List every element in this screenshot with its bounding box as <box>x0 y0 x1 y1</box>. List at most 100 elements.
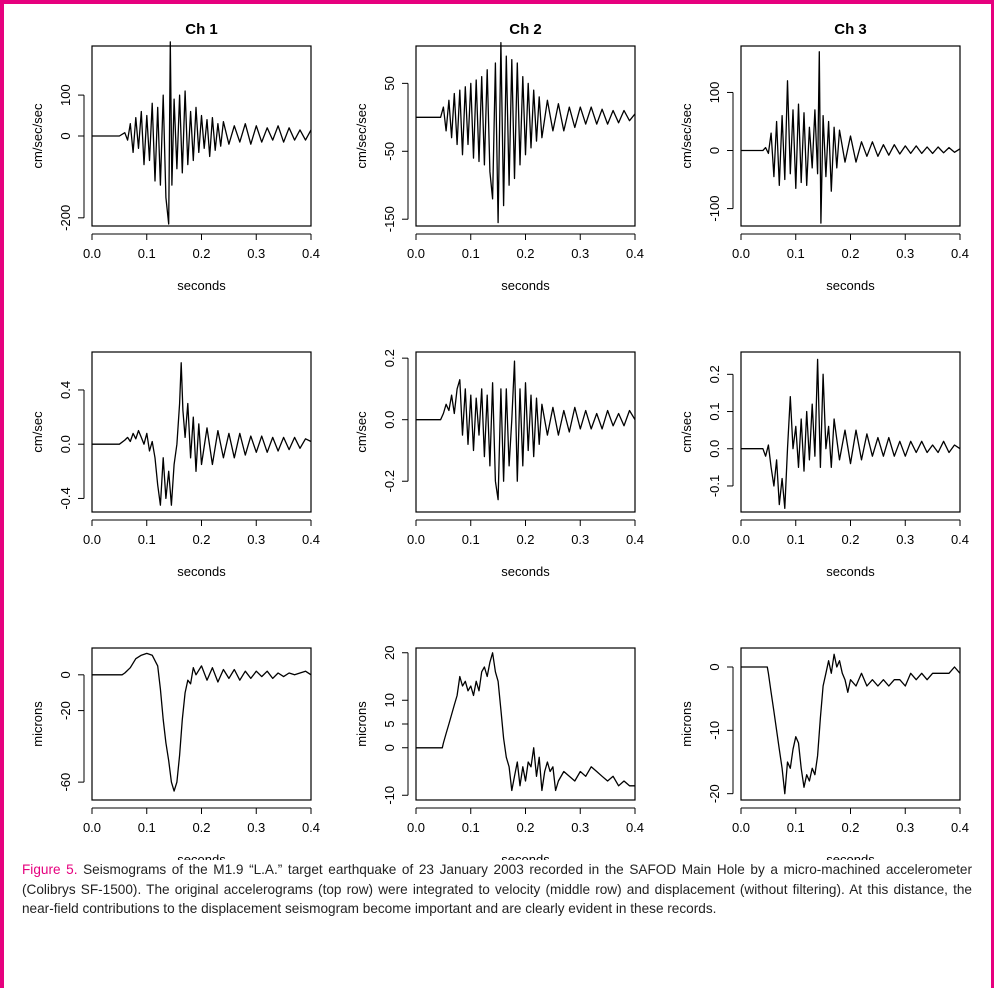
panel-r2c0: 0.0 0.1 0.2 0.3 0.4 seconds -60 -20 0 microns <box>30 648 320 860</box>
panel-r2c1: 0.0 0.1 0.2 0.3 0.4 seconds -10 0 5 10 20 microns <box>354 646 644 860</box>
x-axis-label: seconds <box>177 278 226 293</box>
x-tick-label: 0.2 <box>841 246 859 261</box>
y-tick-label: 10 <box>382 693 397 707</box>
panel-r2c2: 0.0 0.1 0.2 0.3 0.4seconds-20-100microns <box>679 648 969 860</box>
y-axis-label: microns <box>354 701 369 747</box>
figure-caption: Figure 5. Seismograms of the M1.9 “L.A.”… <box>22 860 972 919</box>
x-tick-label: 0.2 <box>192 532 210 547</box>
chart-title: Ch 3 <box>834 21 867 38</box>
y-tick-label: -60 <box>58 773 73 792</box>
y-tick-label: -20 <box>707 784 722 803</box>
y-tick-label: 0 <box>58 132 73 139</box>
plot-frame <box>416 352 635 512</box>
x-tick-label: 0.3 <box>571 820 589 835</box>
x-tick-label: 0.1 <box>787 820 805 835</box>
plot-frame <box>92 46 311 226</box>
y-tick-label: 20 <box>382 646 397 660</box>
x-tick-label: 0.3 <box>896 820 914 835</box>
panel-r1c2: 0.0 0.1 0.2 0.3 0.4seconds-0.10.00.10.2cm/se… <box>679 352 969 579</box>
x-tick-label: 0.1 <box>462 246 480 261</box>
x-axis-label: seconds <box>177 852 226 860</box>
series-trace <box>741 52 960 223</box>
x-tick-label: 0.2 <box>192 820 210 835</box>
y-tick-label: 0 <box>58 671 73 678</box>
plot-frame <box>741 648 960 800</box>
y-tick-label: 50 <box>382 76 397 90</box>
x-tick-label: 0.3 <box>571 532 589 547</box>
x-tick-label: 0.1 <box>787 246 805 261</box>
x-tick-label: 0.0 <box>407 532 425 547</box>
x-tick-label: 0.4 <box>951 246 969 261</box>
series-trace <box>416 43 635 223</box>
x-tick-label: 0.3 <box>571 246 589 261</box>
x-tick-label: 0.4 <box>626 820 644 835</box>
x-tick-label: 0.0 <box>407 820 425 835</box>
x-axis-label: seconds <box>826 564 875 579</box>
series-trace <box>92 363 311 505</box>
y-tick-label: 0 <box>382 744 397 751</box>
y-tick-label: -0.1 <box>707 475 722 497</box>
y-tick-label: 0.1 <box>707 402 722 420</box>
y-tick-label: -0.2 <box>382 470 397 492</box>
x-tick-label: 0.4 <box>626 532 644 547</box>
x-tick-label: 0.4 <box>302 246 320 261</box>
y-tick-label: 0.2 <box>707 365 722 383</box>
x-tick-label: 0.0 <box>732 820 750 835</box>
x-tick-label: 0.4 <box>626 246 644 261</box>
x-tick-label: 0.0 <box>83 532 101 547</box>
y-axis-label: cm/sec <box>354 411 369 453</box>
panel-r1c0: 0.0 0.1 0.2 0.3 0.4seconds-0.40.00.4cm/sec <box>30 352 320 579</box>
x-axis-label: seconds <box>826 852 875 860</box>
x-tick-label: 0.2 <box>516 246 534 261</box>
x-tick-label: 0.1 <box>462 532 480 547</box>
y-axis-label: cm/sec/sec <box>354 103 369 169</box>
series-trace <box>741 654 960 793</box>
x-axis-label: seconds <box>826 278 875 293</box>
y-tick-label: -100 <box>707 196 722 222</box>
y-tick-label: 0.0 <box>382 411 397 429</box>
x-tick-label: 0.0 <box>407 246 425 261</box>
x-tick-label: 0.1 <box>462 820 480 835</box>
y-tick-label: -10 <box>707 721 722 740</box>
y-tick-label: -0.4 <box>58 487 73 509</box>
x-tick-label: 0.2 <box>516 532 534 547</box>
y-tick-label: -150 <box>382 206 397 232</box>
chart-title: Ch 2 <box>509 21 542 38</box>
series-trace <box>92 653 311 791</box>
figure-caption-text: Seismograms of the M1.9 “L.A.” target ea… <box>22 862 972 916</box>
plot-frame <box>741 352 960 512</box>
y-axis-label: cm/sec/sec <box>679 103 694 169</box>
y-tick-label: 100 <box>58 84 73 106</box>
x-tick-label: 0.3 <box>247 820 265 835</box>
x-tick-label: 0.1 <box>138 246 156 261</box>
panel-r1c1: 0.0 0.1 0.2 0.3 0.4 seconds -0.2 0.0 0.2 cm/sec <box>354 349 644 579</box>
x-axis-label: seconds <box>501 852 550 860</box>
y-tick-label: 0.4 <box>58 381 73 399</box>
panel-r0c0: Ch 10.0 0.1 0.2 0.3 0.4seconds-2000100cm/sec… <box>30 21 320 293</box>
x-tick-label: 0.3 <box>247 246 265 261</box>
y-tick-label: 0.0 <box>58 435 73 453</box>
x-tick-label: 0.2 <box>841 532 859 547</box>
x-tick-label: 0.3 <box>247 532 265 547</box>
series-trace <box>416 653 635 791</box>
y-tick-label: -50 <box>382 142 397 161</box>
seismogram-figure: Ch 10.0 0.1 0.2 0.3 0.4seconds-2000100cm/sec… <box>0 0 994 860</box>
y-axis-label: cm/sec <box>30 411 45 453</box>
panel-r0c2: Ch 3 0.0 0.1 0.2 0.3 0.4 seconds -100 0 100 cm/sec… <box>679 21 969 293</box>
y-tick-label: -20 <box>58 701 73 720</box>
x-tick-label: 0.3 <box>896 532 914 547</box>
y-tick-label: -10 <box>382 786 397 805</box>
y-tick-label: 100 <box>707 82 722 104</box>
figure-caption-label: Figure 5. <box>22 862 77 877</box>
y-axis-label: microns <box>30 701 45 747</box>
y-tick-label: 0.0 <box>707 440 722 458</box>
x-tick-label: 0.1 <box>138 532 156 547</box>
x-tick-label: 0.0 <box>732 246 750 261</box>
x-tick-label: 0.0 <box>83 246 101 261</box>
x-tick-label: 0.4 <box>951 820 969 835</box>
x-tick-label: 0.1 <box>787 532 805 547</box>
panel-r0c1: Ch 2 0.0 0.1 0.2 0.3 0.4 seconds -150 -50 50 cm/se… <box>354 21 644 293</box>
y-tick-label: 0.2 <box>382 349 397 367</box>
x-axis-label: seconds <box>177 564 226 579</box>
x-tick-label: 0.3 <box>896 246 914 261</box>
